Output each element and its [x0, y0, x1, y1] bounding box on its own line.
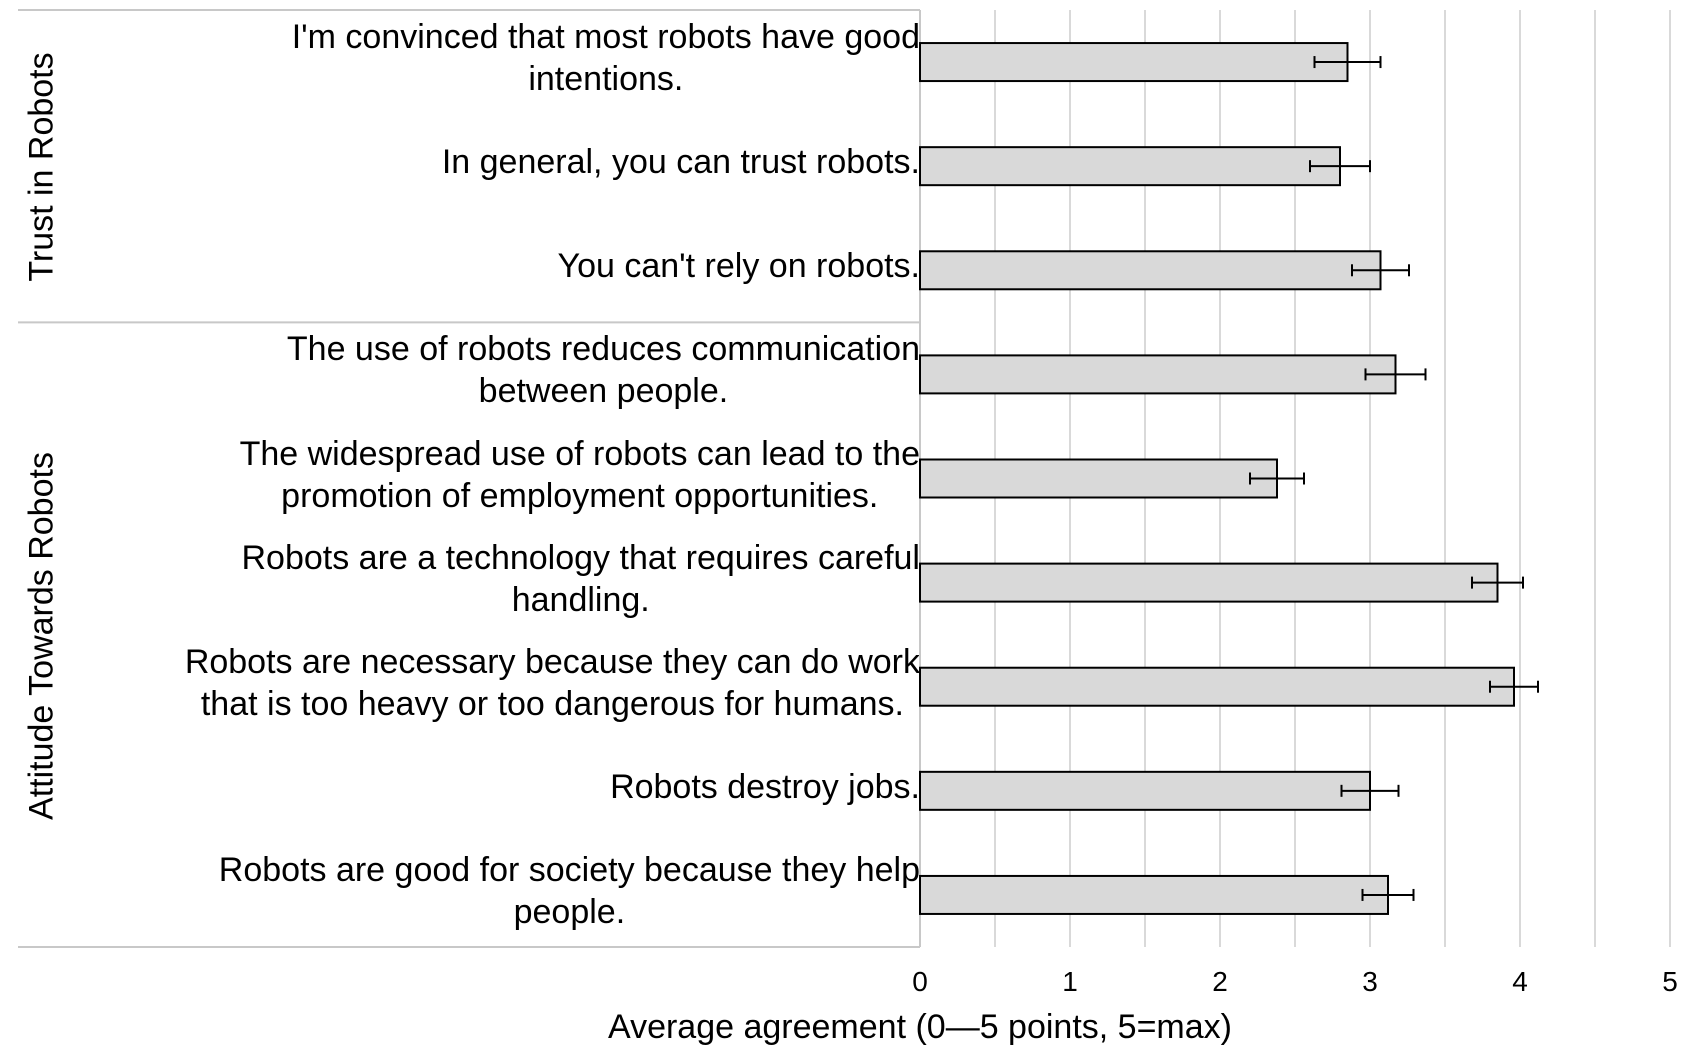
x-tick-label: 2: [1212, 966, 1228, 997]
category-label-line: between people.: [478, 372, 729, 411]
category-label: I'm convinced that most robots have good…: [292, 16, 920, 100]
x-tick-label: 5: [1662, 966, 1678, 997]
category-label-line: Robots are necessary because they can do…: [184, 642, 920, 681]
category-label-line: You can't rely on robots.: [557, 247, 920, 286]
bar: [919, 354, 1397, 395]
bar: [919, 458, 1278, 499]
category-label-line: The use of robots reduces communication: [286, 330, 920, 369]
category-label-line: that is too heavy or too dangerous for h…: [200, 684, 904, 723]
bar: [919, 250, 1382, 291]
bar: [919, 666, 1515, 707]
x-tick-label: 0: [912, 966, 928, 997]
x-axis-title: Average agreement (0—5 points, 5=max): [608, 1008, 1232, 1046]
category-label: The use of robots reduces communication b…: [287, 328, 920, 412]
category-label: In general, you can trust robots.: [442, 141, 920, 183]
category-label-line: people.: [513, 892, 626, 931]
bar: [919, 562, 1499, 603]
category-label: Robots are good for society because they…: [219, 849, 920, 933]
category-label: Robots are necessary because they can do…: [185, 641, 920, 725]
category-label: You can't rely on robots.: [558, 245, 920, 287]
bar: [919, 874, 1389, 915]
category-label-line: Robots destroy jobs.: [610, 767, 920, 806]
category-label-line: Robots are good for society because they…: [218, 850, 920, 889]
x-tick-label: 1: [1062, 966, 1078, 997]
bar: [919, 42, 1349, 83]
category-label-line: I'm convinced that most robots have good: [291, 18, 920, 57]
category-label: Robots destroy jobs.: [610, 766, 920, 808]
bar: [919, 770, 1371, 811]
category-label: Robots are a technology that requires ca…: [241, 537, 920, 621]
category-label-line: handling.: [511, 580, 650, 619]
x-tick-label: 3: [1362, 966, 1378, 997]
x-tick-label: 4: [1512, 966, 1528, 997]
bar: [919, 146, 1341, 187]
category-label-line: promotion of employment opportunities.: [281, 476, 879, 515]
category-label-line: intentions.: [528, 60, 684, 99]
category-label-line: In general, you can trust robots.: [441, 143, 920, 182]
category-label-line: The widespread use of robots can lead to…: [239, 434, 920, 473]
category-label: The widespread use of robots can lead to…: [240, 433, 920, 517]
category-label-line: Robots are a technology that requires ca…: [241, 538, 920, 577]
